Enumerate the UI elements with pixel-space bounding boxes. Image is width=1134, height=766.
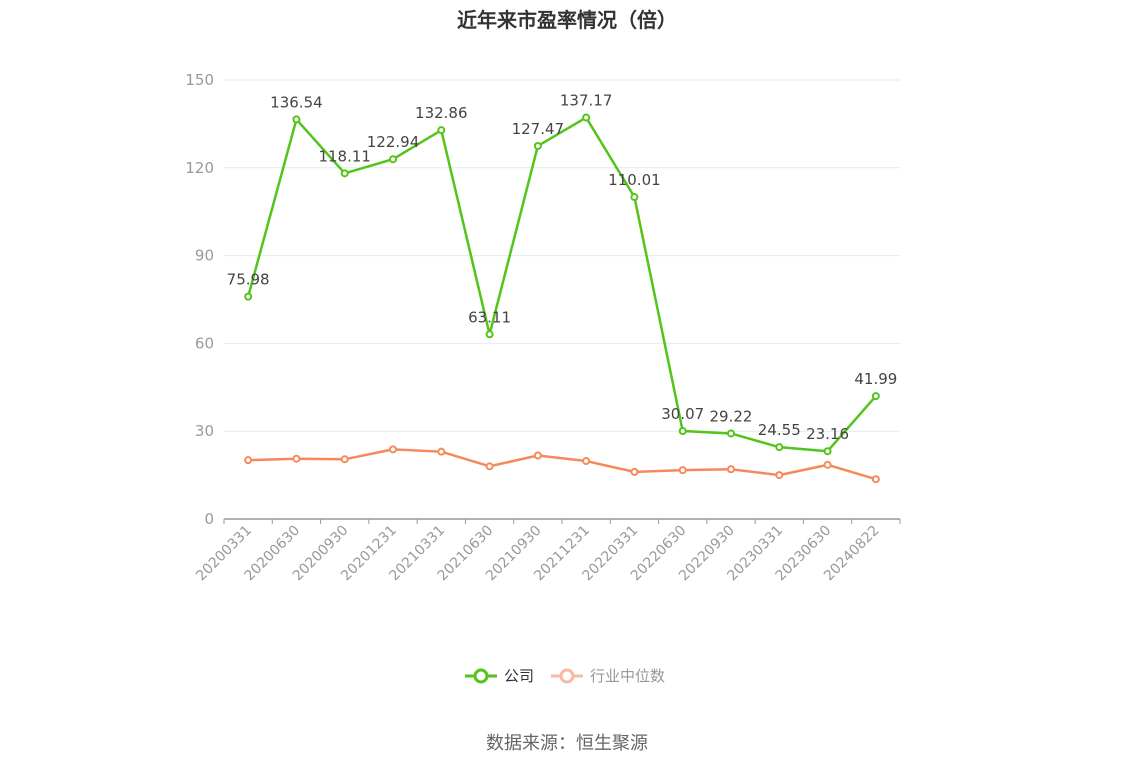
company-point[interactable]: [727, 429, 735, 438]
data-source: 数据来源：恒生聚源: [486, 733, 648, 754]
x-axis: 2020033120200630202009302020123120210331…: [193, 518, 901, 584]
chart-title: 近年来市盈率情况（倍）: [457, 8, 677, 32]
data-label: 75.98: [227, 271, 270, 289]
legend-label-company: 公司: [504, 667, 534, 685]
industry-point[interactable]: [630, 467, 639, 476]
data-label: 63.11: [468, 308, 511, 326]
industry-point[interactable]: [823, 460, 832, 469]
y-tick-label: 0: [204, 510, 214, 528]
grid-lines: [224, 79, 900, 432]
y-tick-label: 60: [195, 334, 214, 352]
legend-item-industry[interactable]: 行业中位数: [551, 667, 665, 685]
industry-point[interactable]: [485, 462, 494, 471]
company-point[interactable]: [340, 169, 349, 178]
company-point[interactable]: [678, 426, 687, 435]
pe-ratio-line-chart: 0 30 60 90 120 150 20200331202006302020093020…: [185, 71, 901, 685]
data-label: 136.54: [270, 93, 323, 111]
series-layer: [244, 113, 880, 484]
industry-point[interactable]: [775, 471, 784, 480]
legend-marker-company: [473, 668, 489, 684]
industry-point[interactable]: [292, 454, 301, 463]
industry-point[interactable]: [582, 457, 591, 466]
y-tick-label: 30: [195, 422, 214, 440]
company-point[interactable]: [244, 292, 253, 301]
company-series-line: [246, 116, 877, 453]
y-tick-label: 90: [195, 247, 214, 265]
y-axis-ticks: 0 30 60 90 120 150: [185, 71, 214, 528]
data-label: 29.22: [710, 407, 753, 425]
industry-point[interactable]: [340, 455, 349, 464]
industry-point[interactable]: [871, 475, 880, 484]
company-point[interactable]: [775, 443, 784, 452]
industry-point[interactable]: [727, 465, 735, 474]
company-point[interactable]: [533, 141, 542, 150]
data-label: 118.11: [318, 147, 371, 165]
company-point[interactable]: [485, 330, 494, 339]
company-point[interactable]: [823, 447, 832, 456]
legend: 公司 行业中位数: [465, 667, 665, 685]
industry-point[interactable]: [533, 451, 542, 460]
y-tick-label: 150: [185, 71, 214, 89]
y-tick-label: 120: [185, 159, 214, 177]
industry-point[interactable]: [678, 466, 687, 475]
company-point[interactable]: [630, 193, 639, 202]
data-label: 127.47: [512, 120, 565, 138]
data-label: 110.01: [608, 171, 661, 189]
company-point[interactable]: [389, 155, 397, 164]
data-label: 132.86: [415, 104, 468, 122]
data-label: 23.16: [806, 425, 849, 443]
legend-label-industry: 行业中位数: [590, 667, 665, 685]
legend-item-company[interactable]: 公司: [465, 667, 534, 685]
data-label: 30.07: [661, 405, 704, 423]
legend-marker-industry: [559, 668, 575, 684]
company-point[interactable]: [437, 126, 446, 135]
industry-point[interactable]: [389, 445, 397, 454]
industry-series-line: [248, 448, 877, 481]
data-label: 24.55: [758, 421, 801, 439]
data-label: 137.17: [560, 92, 613, 110]
company-point[interactable]: [582, 113, 591, 122]
company-point[interactable]: [292, 115, 301, 124]
industry-point[interactable]: [244, 456, 253, 465]
data-label: 41.99: [854, 370, 897, 388]
data-label: 122.94: [367, 133, 420, 151]
industry-point[interactable]: [437, 447, 446, 456]
company-point[interactable]: [871, 392, 880, 401]
